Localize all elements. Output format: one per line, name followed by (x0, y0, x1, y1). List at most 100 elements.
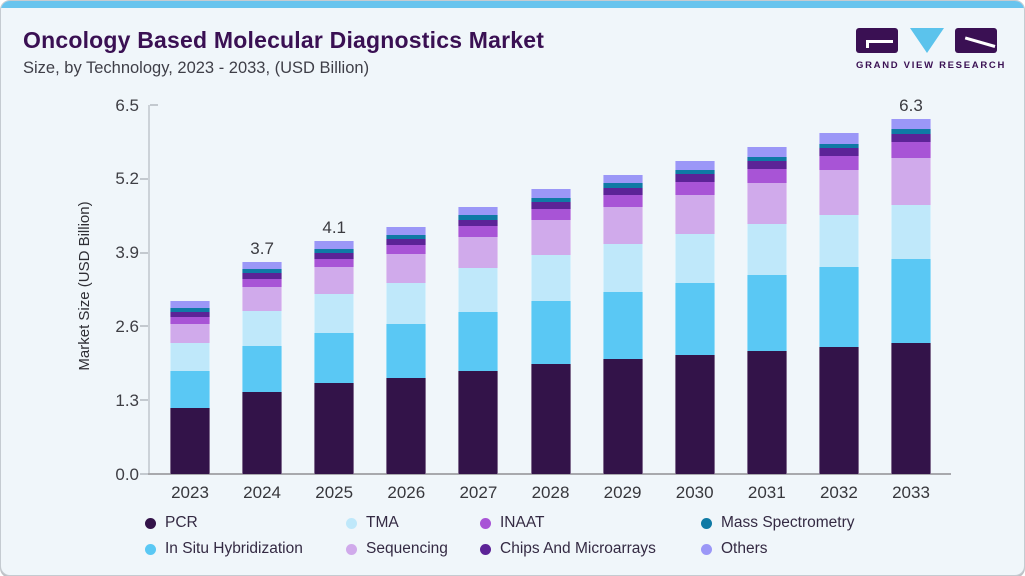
bar-segment-chips-and-microarrays (602, 187, 643, 195)
logo-mark (856, 28, 997, 53)
top-accent-bar (1, 1, 1024, 8)
bar-segment-mass-spectrometry (602, 183, 643, 188)
bar-segment-chips-and-microarrays (386, 238, 427, 246)
bar-segment-tma (458, 268, 499, 313)
bar-segment-sequencing (386, 254, 427, 284)
bar-segment-in-situ-hybridization (602, 291, 643, 360)
bar-segment-others (458, 207, 499, 216)
x-axis-line (141, 473, 951, 475)
legend-item-in-situ-hybridization: In Situ Hybridization (145, 540, 303, 558)
bar-segment-tma (602, 244, 643, 292)
x-tick-label: 2029 (603, 483, 642, 502)
bar-value-label: 6.3 (899, 95, 923, 115)
legend-item-mass-spectrometry: Mass Spectrometry (701, 514, 855, 532)
bar-segment-in-situ-hybridization (818, 267, 859, 347)
bar-segment-sequencing (602, 207, 643, 245)
bar-segment-pcr (818, 346, 859, 474)
bar-segment-inaat (891, 141, 931, 158)
gvr-logo: GRAND VIEW RESEARCH (856, 28, 1007, 71)
bar-segment-tma (746, 224, 787, 276)
legend-label: Mass Spectrometry (721, 514, 855, 531)
bar-segment-tma (818, 214, 859, 268)
y-tick-label: 0.0 (115, 464, 139, 484)
bar-segment-chips-and-microarrays (818, 148, 859, 156)
bar-segment-others (242, 261, 283, 270)
x-tick-label: 2025 (315, 483, 354, 502)
logo-v-triangle-icon (909, 28, 944, 53)
logo-g-icon (856, 28, 898, 53)
bar-segment-sequencing (746, 182, 787, 225)
legend-dot (701, 517, 712, 529)
bar-segment-tma (314, 294, 355, 333)
logo-text: GRAND VIEW RESEARCH (856, 60, 1007, 71)
bar-segment-others (674, 160, 715, 170)
bar-segment-pcr (674, 354, 715, 474)
bar-segment-tma (170, 342, 210, 372)
bar-segment-sequencing (891, 157, 931, 205)
y-tick-mark (140, 177, 148, 180)
bar-segment-chips-and-microarrays (674, 174, 715, 182)
bar-segment-chips-and-microarrays (314, 252, 355, 259)
x-tick-label: 2024 (243, 483, 281, 502)
bar-segment-sequencing (818, 170, 859, 215)
bar-segment-chips-and-microarrays (242, 273, 283, 280)
legend-dot (346, 543, 357, 555)
x-tick-label: 2031 (747, 483, 786, 502)
bar-segment-sequencing (170, 323, 210, 343)
bar-segment-pcr (170, 407, 210, 474)
bar-segment-pcr (458, 371, 499, 474)
bar-segment-mass-spectrometry (458, 215, 499, 220)
y-tick-mark (140, 251, 148, 254)
x-tick-label: 2026 (387, 483, 426, 502)
bar-segment-others (170, 300, 210, 308)
legend-dot (480, 517, 491, 529)
legend-dot (480, 543, 491, 555)
bar-segment-sequencing (314, 267, 355, 295)
x-tick-label: 2033 (892, 483, 930, 502)
legend-item-tma: TMA (346, 514, 399, 532)
bar-segment-others (746, 147, 787, 157)
legend-label: TMA (366, 514, 399, 531)
legend-label: INAAT (500, 514, 545, 531)
bar-segment-inaat (602, 194, 643, 208)
bar-segment-mass-spectrometry (170, 307, 210, 312)
bar-segment-in-situ-hybridization (170, 371, 210, 408)
bar-value-label: 3.7 (250, 238, 274, 258)
bar-segment-sequencing (530, 220, 571, 255)
bar-segment-chips-and-microarrays (170, 311, 210, 318)
y-tick-mark (140, 325, 148, 328)
legend-label: Others (721, 540, 768, 557)
legend-dot (145, 543, 156, 555)
bar-segment-inaat (458, 226, 499, 237)
bar-segment-inaat (170, 317, 210, 324)
y-tick-label: 6.5 (115, 95, 139, 115)
legend-item-chips-and-microarrays: Chips And Microarrays (480, 540, 656, 558)
legend-item-pcr: PCR (145, 514, 198, 532)
legend-label: PCR (165, 514, 198, 531)
bar-segment-pcr (386, 378, 427, 474)
legend-item-inaat: INAAT (480, 514, 545, 532)
y-tick-mark (150, 104, 158, 106)
bar-segment-tma (674, 233, 715, 284)
legend-label: In Situ Hybridization (165, 540, 303, 557)
bar-segment-in-situ-hybridization (891, 259, 931, 343)
bar-segment-chips-and-microarrays (746, 161, 787, 169)
bar-segment-others (386, 227, 427, 235)
legend-dot (346, 517, 357, 529)
x-tick-label: 2032 (819, 483, 858, 502)
bar-segment-tma (891, 204, 931, 260)
bar-segment-pcr (242, 391, 283, 474)
bar-segment-tma (386, 283, 427, 325)
bar-segment-others (891, 118, 931, 130)
bar-segment-others (530, 189, 571, 198)
bar-segment-in-situ-hybridization (386, 324, 427, 379)
bar-segment-mass-spectrometry (746, 156, 787, 162)
bar-segment-sequencing (458, 236, 499, 269)
bar-segment-chips-and-microarrays (891, 133, 931, 142)
bar-segment-mass-spectrometry (242, 269, 283, 274)
logo-r-icon (955, 28, 997, 53)
bar-segment-mass-spectrometry (314, 248, 355, 253)
y-tick-label: 1.3 (115, 390, 139, 410)
bar-segment-in-situ-hybridization (242, 346, 283, 392)
